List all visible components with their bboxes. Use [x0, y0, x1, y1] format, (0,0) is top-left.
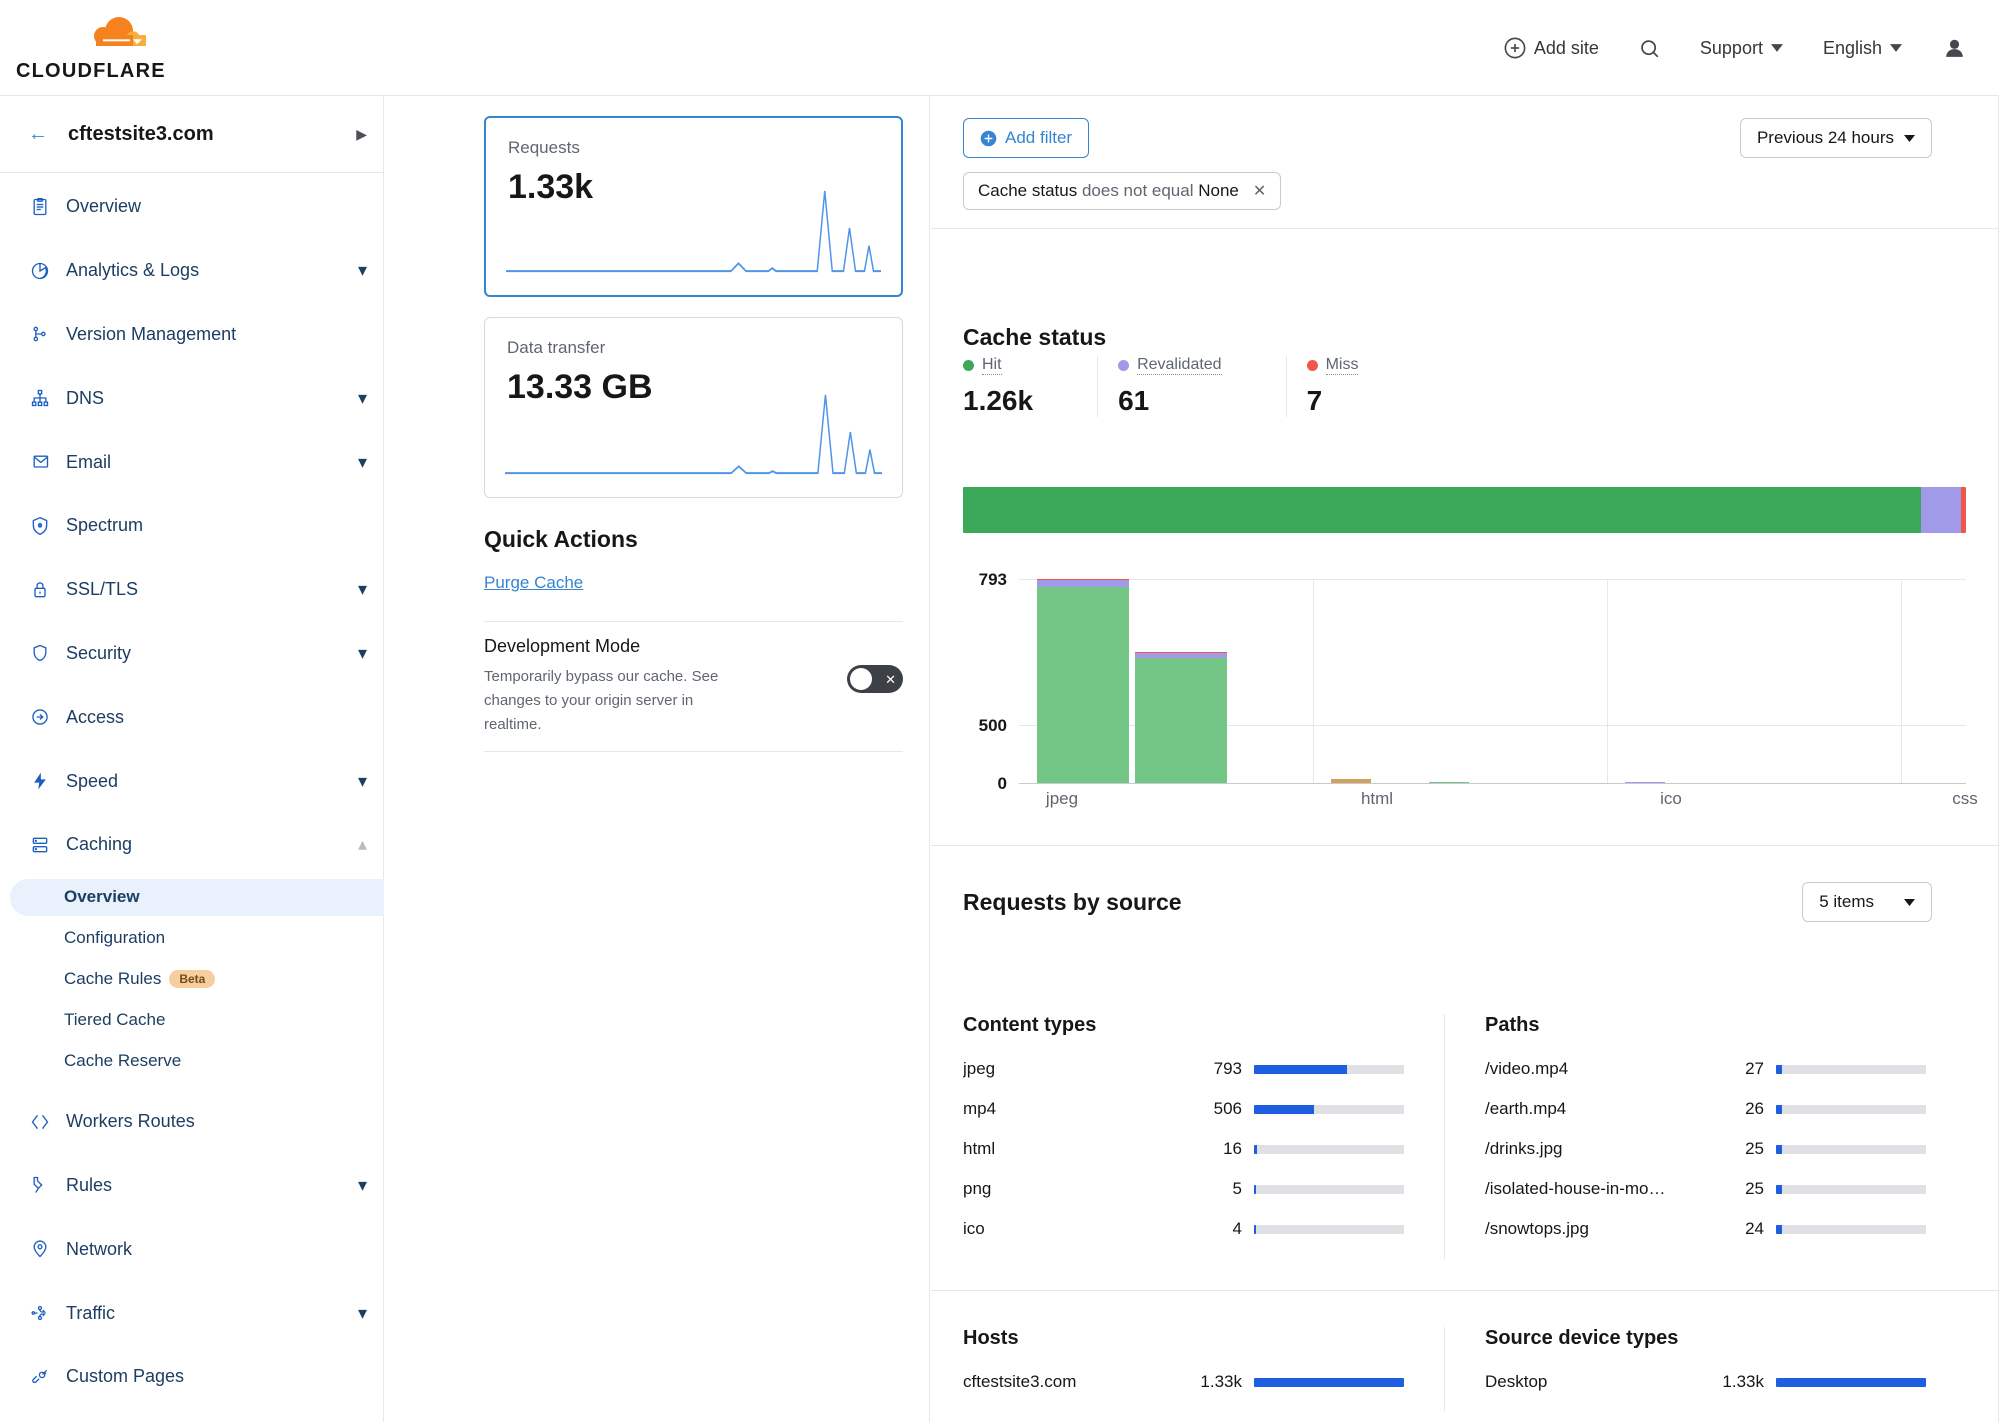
svg-text:CLOUDFLARE: CLOUDFLARE — [16, 60, 166, 82]
